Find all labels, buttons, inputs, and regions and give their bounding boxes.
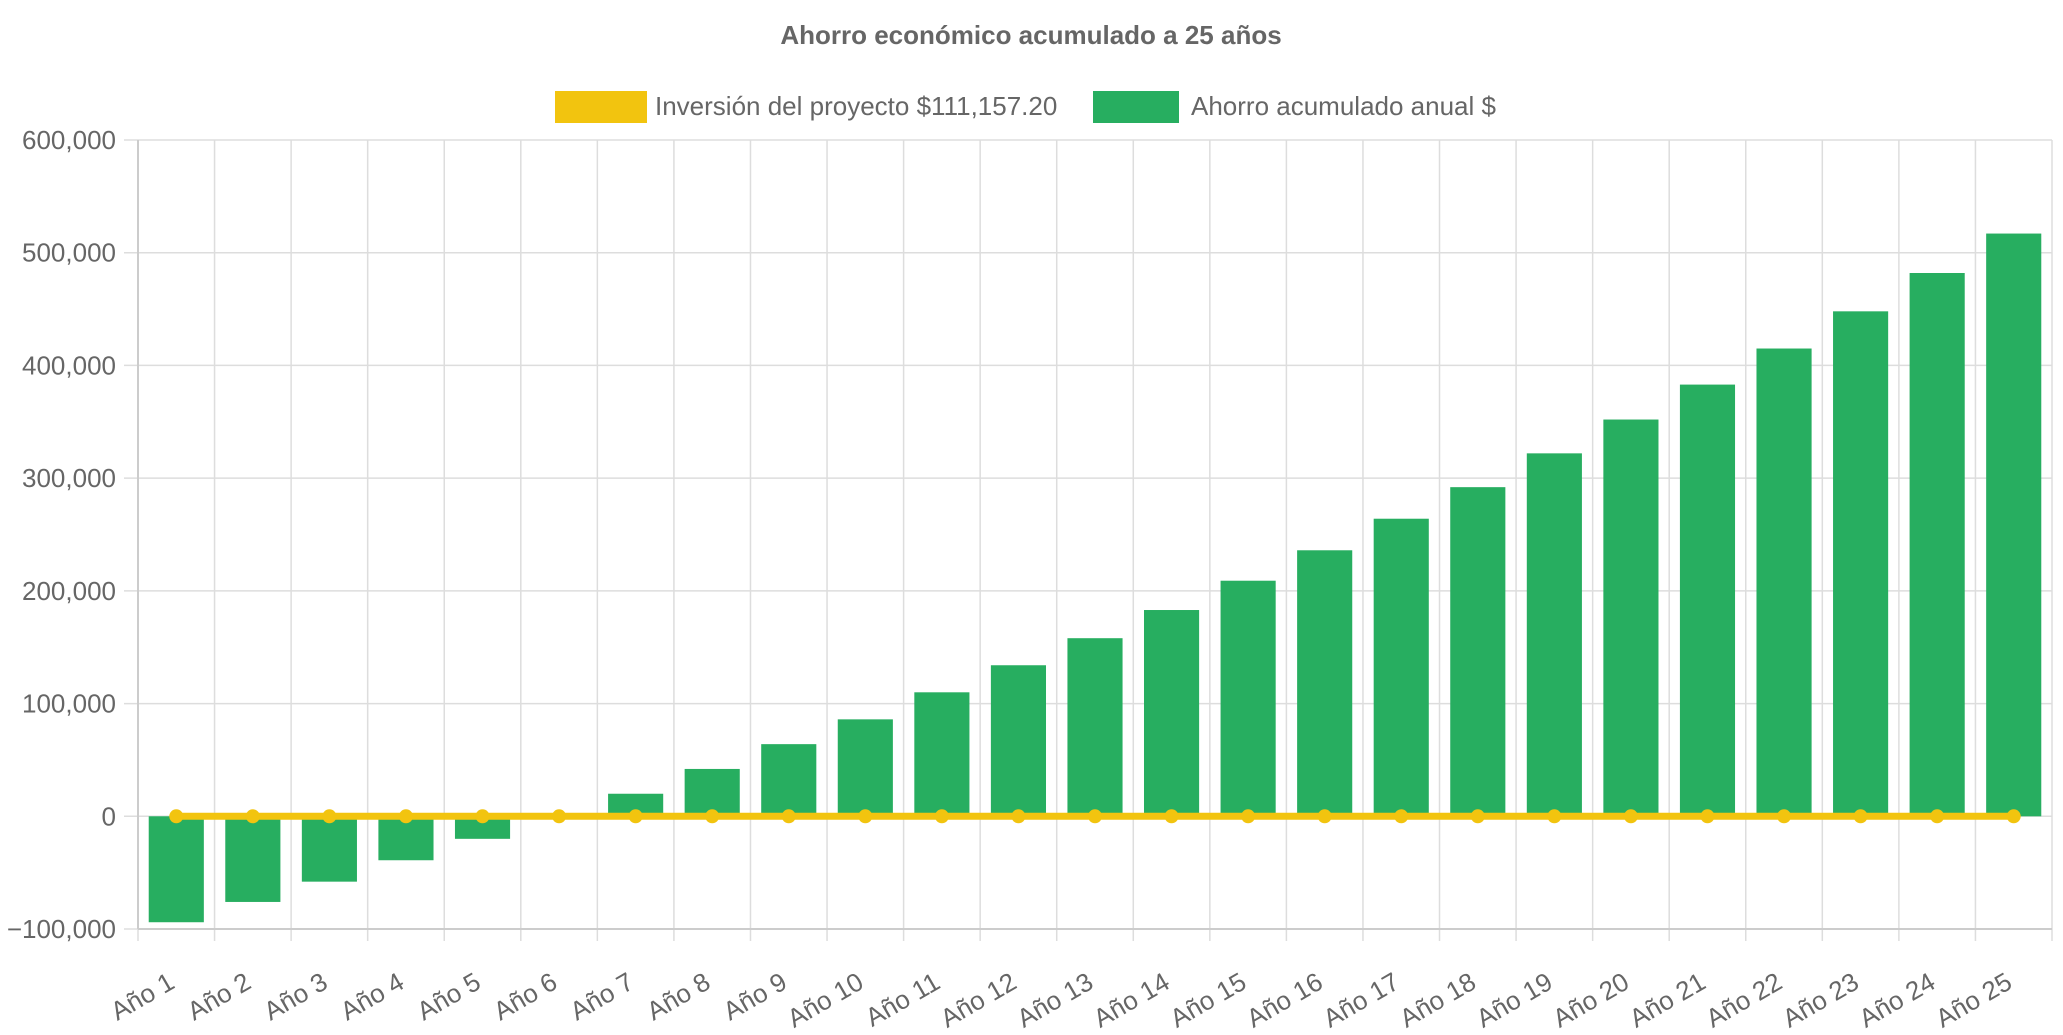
bar-14[interactable] (1143, 610, 1200, 817)
bar-8[interactable] (684, 768, 740, 817)
investment-point-15[interactable] (1241, 809, 1256, 824)
bar-17[interactable] (1373, 518, 1429, 817)
investment-point-5[interactable] (475, 809, 490, 824)
bar-7[interactable] (608, 793, 664, 817)
investment-point-21[interactable] (1700, 809, 1715, 824)
bar-22[interactable] (1756, 348, 1812, 817)
y-tick-label: 200,000 (22, 576, 116, 606)
investment-point-10[interactable] (858, 809, 873, 824)
y-tick-label: −100,000 (7, 914, 116, 944)
bar-13[interactable] (1067, 638, 1123, 817)
investment-point-16[interactable] (1317, 809, 1332, 824)
bar-9[interactable] (761, 744, 817, 817)
investment-point-20[interactable] (1623, 809, 1638, 824)
investment-point-22[interactable] (1777, 809, 1792, 824)
bar-1[interactable] (148, 816, 204, 923)
investment-point-18[interactable] (1470, 809, 1485, 824)
investment-point-23[interactable] (1853, 809, 1868, 824)
legend[interactable]: Inversión del proyecto $111,157.20 Ahorr… (555, 91, 1497, 123)
legend-label-investment[interactable]: Inversión del proyecto $111,157.20 (655, 91, 1057, 121)
bar-23[interactable] (1833, 311, 1889, 817)
bar-10[interactable] (837, 719, 893, 817)
bar-15[interactable] (1220, 580, 1276, 817)
investment-point-14[interactable] (1164, 809, 1179, 824)
investment-point-17[interactable] (1394, 809, 1409, 824)
investment-point-11[interactable] (934, 809, 949, 824)
investment-point-12[interactable] (1011, 809, 1026, 824)
bar-11[interactable] (914, 692, 970, 817)
bar-20[interactable] (1603, 419, 1659, 817)
y-tick-label: 0 (102, 801, 116, 831)
investment-point-19[interactable] (1547, 809, 1562, 824)
bar-16[interactable] (1297, 550, 1353, 817)
legend-label-savings[interactable]: Ahorro acumulado anual $ (1191, 91, 1497, 121)
y-tick-label: 400,000 (22, 350, 116, 380)
legend-swatch-savings[interactable] (1093, 91, 1179, 123)
bar-3[interactable] (301, 816, 357, 882)
bars-series (148, 233, 2042, 923)
investment-point-2[interactable] (245, 809, 260, 824)
y-tick-label: 600,000 (22, 125, 116, 155)
investment-points (169, 809, 2021, 824)
investment-point-4[interactable] (398, 809, 413, 824)
y-axis-tick-labels: 600,000 500,000 400,000 300,000 200,000 100,0… (7, 125, 116, 944)
y-tick-label: 500,000 (22, 238, 116, 268)
y-tick-label: 300,000 (22, 463, 116, 493)
investment-point-24[interactable] (1930, 809, 1945, 824)
bar-21[interactable] (1679, 384, 1736, 817)
investment-point-7[interactable] (628, 809, 643, 824)
investment-point-25[interactable] (2006, 809, 2021, 824)
investment-point-8[interactable] (705, 809, 720, 824)
bar-2[interactable] (225, 816, 281, 902)
axes (137, 140, 2052, 930)
legend-swatch-investment[interactable] (555, 91, 647, 123)
bar-12[interactable] (990, 665, 1047, 817)
investment-point-1[interactable] (169, 809, 184, 824)
chart-title: Ahorro económico acumulado a 25 años (780, 20, 1281, 50)
investment-point-13[interactable] (1088, 809, 1102, 824)
investment-point-9[interactable] (781, 809, 796, 824)
bar-19[interactable] (1526, 453, 1582, 817)
bar-24[interactable] (1909, 273, 1965, 817)
y-tick-label: 100,000 (22, 689, 116, 719)
investment-point-6[interactable] (552, 809, 567, 824)
bar-25[interactable] (1986, 233, 2042, 817)
bar-4[interactable] (378, 816, 434, 861)
investment-point-3[interactable] (322, 809, 337, 824)
bar-18[interactable] (1450, 487, 1506, 817)
bar-5[interactable] (454, 816, 511, 839)
